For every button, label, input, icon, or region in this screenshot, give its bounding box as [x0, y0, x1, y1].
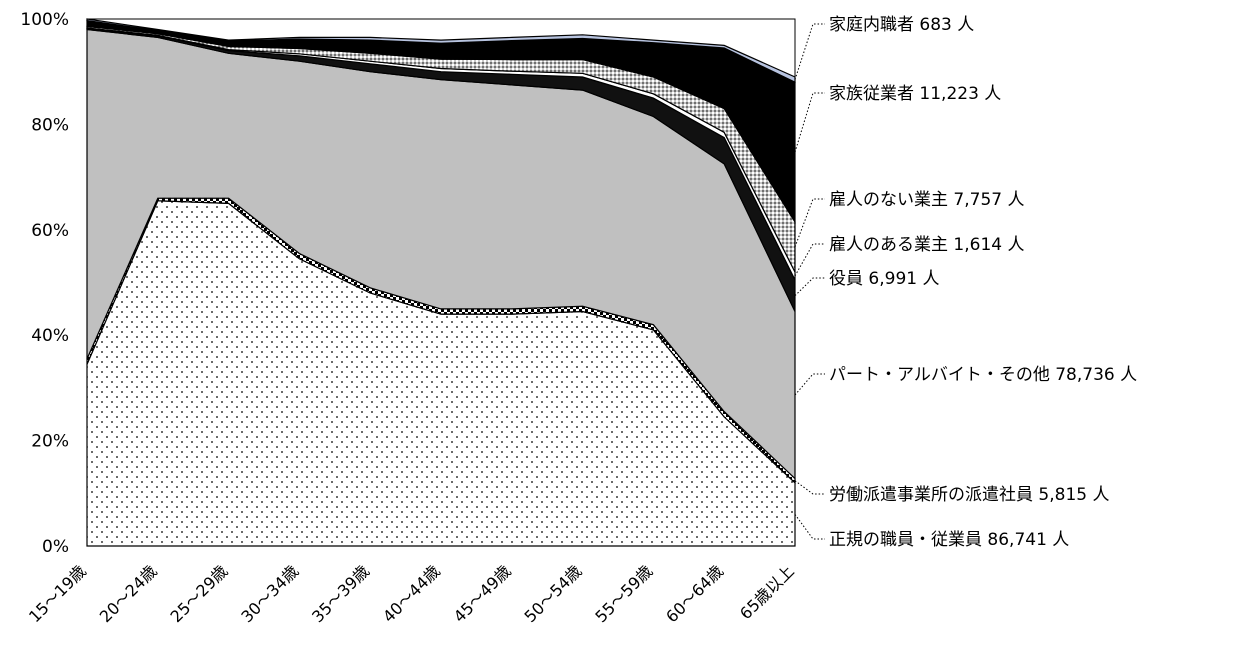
x-tick-label: 15～19歳 [25, 561, 90, 626]
label-executives: 役員 6,991 人 [829, 269, 939, 289]
x-tick-label: 40～44歳 [379, 561, 444, 626]
x-tick-label: 65歳以上 [736, 561, 798, 623]
x-tick-label: 60～64歳 [662, 561, 727, 626]
plot-border [86, 18, 796, 547]
label-self-employed: 雇人のない業主 7,757 人 [829, 190, 1024, 210]
y-tick-label: 40% [31, 326, 69, 346]
x-tick-label: 55～59歳 [591, 561, 656, 626]
area-layers [86, 18, 796, 547]
leader-line [794, 92, 825, 153]
leader-line [794, 198, 825, 248]
y-tick-label: 80% [31, 115, 69, 135]
label-employers: 雇人のある業主 1,614 人 [829, 235, 1024, 255]
series-labels: 正規の職員・従業員 86,741 人 労働派遣事業所の派遣社員 5,815 人 パー… [794, 15, 1137, 550]
x-tick-label: 25～29歳 [167, 561, 232, 626]
leader-line [794, 480, 825, 495]
y-tick-label: 60% [31, 221, 69, 241]
y-axis: 0% 20% 40% 60% 80% 100% [20, 10, 69, 557]
leader-line [794, 373, 825, 396]
x-tick-label: 35～39歳 [308, 561, 373, 626]
x-tick-label: 50～54歳 [521, 561, 586, 626]
leader-line [794, 514, 825, 540]
x-tick-label: 30～34歳 [237, 561, 302, 626]
y-tick-label: 20% [31, 432, 69, 452]
leader-line [794, 243, 825, 277]
y-tick-label: 0% [42, 537, 69, 557]
leader-line [794, 23, 825, 80]
label-family-workers: 家族従業者 11,223 人 [829, 84, 1001, 104]
label-regular-employees: 正規の職員・従業員 86,741 人 [829, 530, 1069, 550]
y-tick-label: 100% [20, 10, 69, 30]
x-axis: 15～19歳 20～24歳 25～29歳 30～34歳 35～39歳 40～44歳 45～4… [25, 561, 798, 626]
label-home-workers: 家庭内職者 683 人 [829, 15, 974, 35]
label-part-time-others: パート・アルバイト・その他 78,736 人 [829, 365, 1137, 385]
x-tick-label: 45～49歳 [450, 561, 515, 626]
label-dispatched-workers: 労働派遣事業所の派遣社員 5,815 人 [829, 485, 1109, 505]
leader-line [794, 277, 825, 297]
x-tick-label: 20～24歳 [96, 561, 161, 626]
